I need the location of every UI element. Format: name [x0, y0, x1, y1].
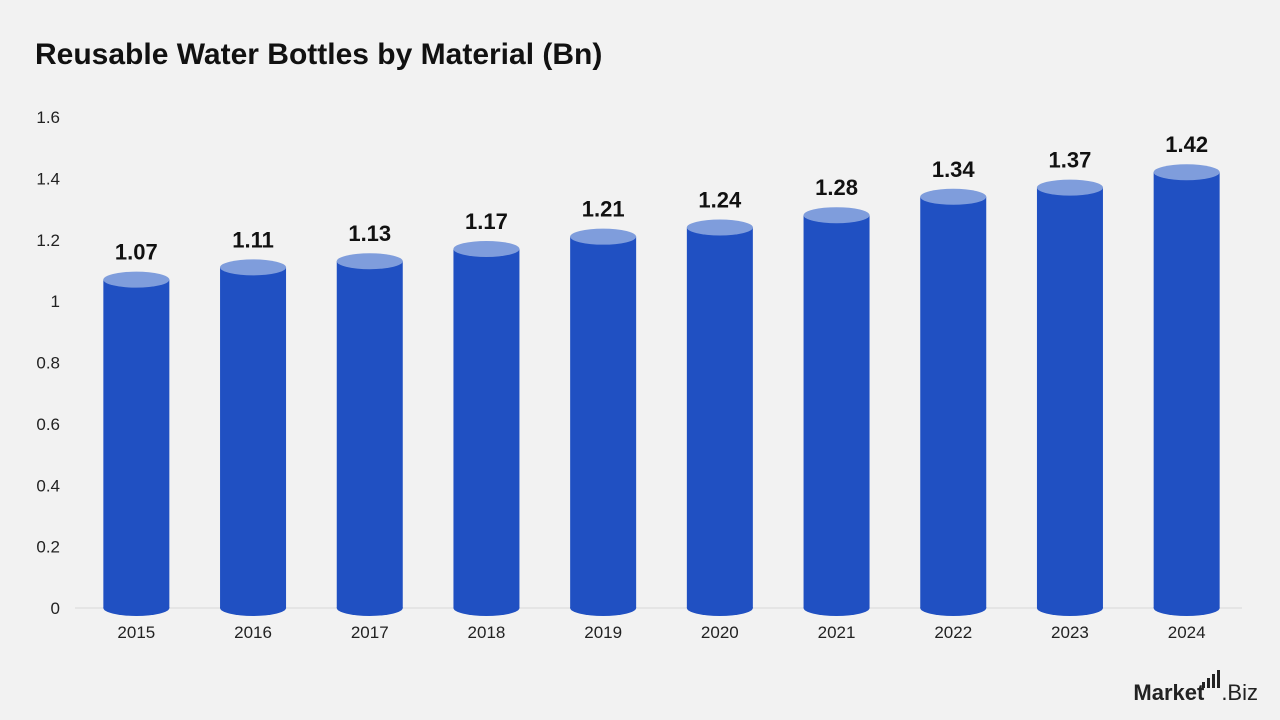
bar-body: [1153, 172, 1220, 609]
y-tick-label: 0: [51, 599, 60, 618]
x-tick-label: 2015: [117, 623, 155, 642]
y-tick-label: 1.2: [36, 231, 60, 250]
bar: [103, 271, 170, 616]
bar-top: [220, 259, 287, 276]
y-tick-label: 1.4: [36, 169, 60, 188]
bar-body: [336, 261, 403, 608]
bar-value-label: 1.07: [115, 240, 158, 265]
y-tick-label: 0.2: [36, 538, 60, 557]
x-tick-label: 2017: [351, 623, 389, 642]
y-tick-label: 0.8: [36, 354, 60, 373]
bar-top: [336, 253, 403, 270]
bar-top: [686, 219, 753, 236]
bar-body: [220, 267, 287, 608]
bar: [336, 253, 403, 616]
brand-logo: Market .Biz: [1133, 670, 1258, 706]
bar-base: [803, 600, 870, 616]
bar: [1153, 164, 1220, 616]
bar-value-label: 1.17: [465, 209, 508, 234]
bar-body: [686, 227, 753, 608]
bar: [220, 259, 287, 616]
bar: [686, 219, 753, 616]
bar: [803, 207, 870, 616]
bar-body: [103, 279, 170, 608]
x-tick-label: 2016: [234, 623, 272, 642]
bar-body: [803, 215, 870, 608]
bar-top: [1153, 164, 1220, 181]
bar-value-label: 1.28: [815, 175, 858, 200]
y-axis: 0 0.2 0.4 0.6 0.8 1 1.2 1.4 1.6: [36, 108, 60, 618]
bar-base: [920, 600, 987, 616]
bar-base: [1153, 600, 1220, 616]
bar: [453, 240, 520, 616]
bar-base: [336, 600, 403, 616]
bar-body: [920, 196, 987, 608]
brand-bars-icon: [1202, 670, 1221, 688]
bar-top: [453, 240, 520, 257]
bar-base: [570, 600, 637, 616]
bar-top: [803, 207, 870, 224]
bar-top: [920, 188, 987, 205]
brand-name-bold: Market: [1133, 680, 1205, 705]
bars-group: 1.07 1.11 1.13 1.17 1.21 1.24 1.28 1.34 1.37 1.42: [103, 132, 1220, 616]
bar-base: [103, 600, 170, 616]
bar-base: [686, 600, 753, 616]
bar-body: [1036, 187, 1103, 609]
x-tick-label: 2018: [468, 623, 506, 642]
x-axis: 2015 2016 2017 2018 2019 2020 2021 2022 2023 2024: [117, 623, 1205, 642]
y-tick-label: 1.6: [36, 108, 60, 127]
bar-value-label: 1.42: [1165, 132, 1208, 157]
bar-body: [570, 236, 637, 608]
bar-value-label: 1.13: [348, 221, 391, 246]
bar-value-label: 1.21: [582, 197, 625, 222]
x-tick-label: 2023: [1051, 623, 1089, 642]
bar: [570, 228, 637, 616]
bar-value-label: 1.24: [698, 187, 742, 212]
x-tick-label: 2019: [584, 623, 622, 642]
bar-body: [453, 248, 520, 609]
brand-name-rest: .Biz: [1221, 680, 1258, 705]
y-tick-label: 0.6: [36, 415, 60, 434]
bar-top: [1036, 179, 1103, 196]
x-tick-label: 2021: [818, 623, 856, 642]
y-tick-label: 0.4: [36, 476, 60, 495]
x-tick-label: 2024: [1168, 623, 1206, 642]
bar-value-label: 1.37: [1049, 148, 1092, 173]
bar: [1036, 179, 1103, 616]
bar-base: [453, 600, 520, 616]
x-tick-label: 2020: [701, 623, 739, 642]
bar-value-label: 1.11: [232, 227, 274, 252]
y-tick-label: 1: [51, 292, 60, 311]
x-tick-label: 2022: [934, 623, 972, 642]
bar-value-label: 1.34: [932, 157, 976, 182]
bar-base: [1036, 600, 1103, 616]
bar: [920, 188, 987, 616]
chart-title: Reusable Water Bottles by Material (Bn): [35, 38, 603, 71]
bar-top: [103, 271, 170, 288]
bar-top: [570, 228, 637, 245]
bar-base: [220, 600, 287, 616]
